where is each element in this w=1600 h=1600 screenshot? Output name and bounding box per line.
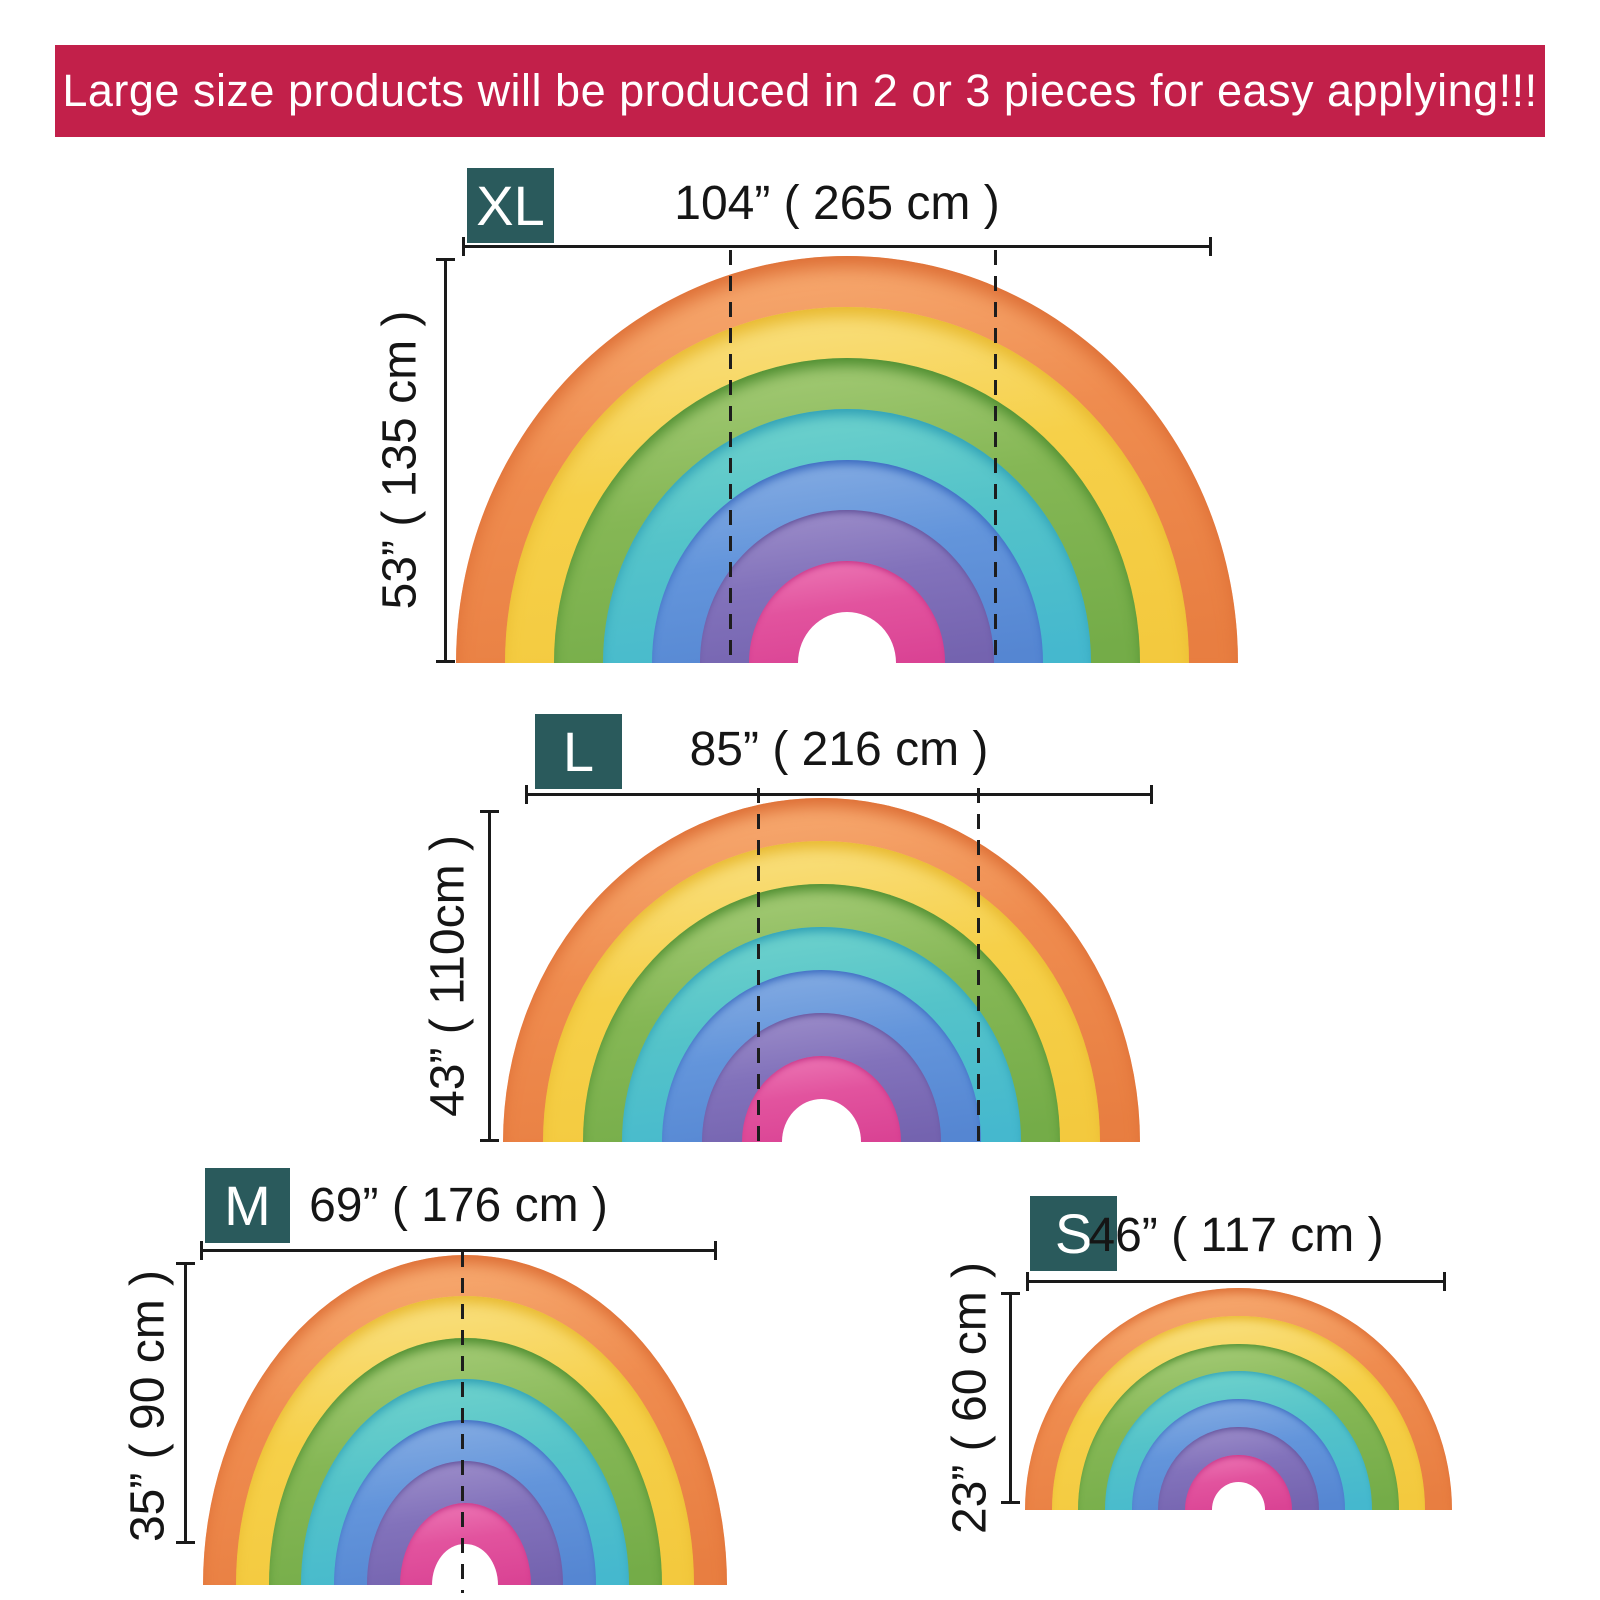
cut-line-l-right bbox=[977, 788, 980, 1152]
width-dimension-label-xl: 104” ( 265 cm ) bbox=[674, 177, 1000, 230]
size-badge-l: L bbox=[535, 714, 622, 789]
width-dimension-label-s: 46” ( 117 cm ) bbox=[1088, 1209, 1384, 1262]
width-dimension-line-m bbox=[200, 1241, 717, 1260]
cut-line-m-center bbox=[461, 1252, 464, 1593]
height-dimension-line-l bbox=[480, 810, 499, 1142]
height-dimension-line-s bbox=[1001, 1292, 1020, 1504]
cut-line-xl-left bbox=[729, 250, 732, 663]
width-dimension-line-s bbox=[1026, 1272, 1446, 1291]
rainbow-graphic-m bbox=[203, 1255, 727, 1585]
rainbow-graphic-xl bbox=[456, 256, 1238, 663]
top-banner: Large size products will be produced in … bbox=[55, 45, 1545, 137]
height-dimension-label-l: 43” ( 110cm ) bbox=[421, 835, 475, 1117]
height-dimension-line-m bbox=[176, 1262, 195, 1544]
size-badge-s: S bbox=[1030, 1196, 1117, 1271]
width-dimension-label-m: 69” ( 176 cm ) bbox=[309, 1179, 608, 1232]
height-dimension-label-m: 35” ( 90 cm ) bbox=[121, 1269, 175, 1543]
width-dimension-label-l: 85” ( 216 cm ) bbox=[689, 723, 989, 776]
width-dimension-line-l bbox=[525, 785, 1153, 804]
size-badge-xl: XL bbox=[467, 168, 554, 243]
rainbow-graphic-s bbox=[1025, 1288, 1452, 1510]
cut-line-l-left bbox=[757, 788, 760, 1152]
height-dimension-label-xl: 53” ( 135 cm ) bbox=[373, 310, 427, 610]
rainbow-graphic-l bbox=[503, 798, 1140, 1142]
size-badge-m: M bbox=[205, 1168, 290, 1243]
height-dimension-label-s: 23” ( 60 cm ) bbox=[943, 1261, 997, 1535]
height-dimension-line-xl bbox=[436, 258, 455, 663]
width-dimension-line-xl bbox=[462, 237, 1212, 256]
cut-line-xl-right bbox=[994, 250, 997, 663]
